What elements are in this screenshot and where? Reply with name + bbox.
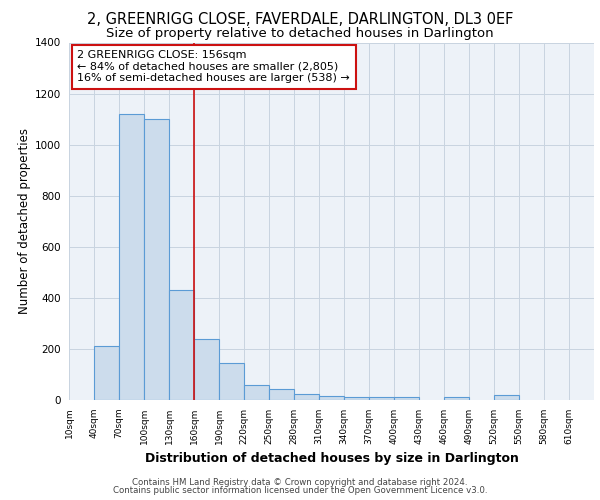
Bar [219,363,244,400]
Bar [194,338,219,400]
Text: Contains HM Land Registry data © Crown copyright and database right 2024.: Contains HM Land Registry data © Crown c… [132,478,468,487]
Bar [344,398,369,400]
Text: 2, GREENRIGG CLOSE, FAVERDALE, DARLINGTON, DL3 0EF: 2, GREENRIGG CLOSE, FAVERDALE, DARLINGTO… [87,12,513,28]
Bar [369,398,394,400]
Text: Contains public sector information licensed under the Open Government Licence v3: Contains public sector information licen… [113,486,487,495]
Bar [244,384,269,400]
Bar [269,388,294,400]
Bar [294,394,319,400]
X-axis label: Distribution of detached houses by size in Darlington: Distribution of detached houses by size … [145,452,518,466]
Bar [494,395,519,400]
Bar [169,290,194,400]
Text: 2 GREENRIGG CLOSE: 156sqm
← 84% of detached houses are smaller (2,805)
16% of se: 2 GREENRIGG CLOSE: 156sqm ← 84% of detac… [77,50,350,84]
Bar [144,119,169,400]
Bar [394,398,419,400]
Bar [119,114,144,400]
Bar [94,346,119,400]
Bar [319,396,344,400]
Text: Size of property relative to detached houses in Darlington: Size of property relative to detached ho… [106,28,494,40]
Bar [444,398,469,400]
Y-axis label: Number of detached properties: Number of detached properties [18,128,31,314]
